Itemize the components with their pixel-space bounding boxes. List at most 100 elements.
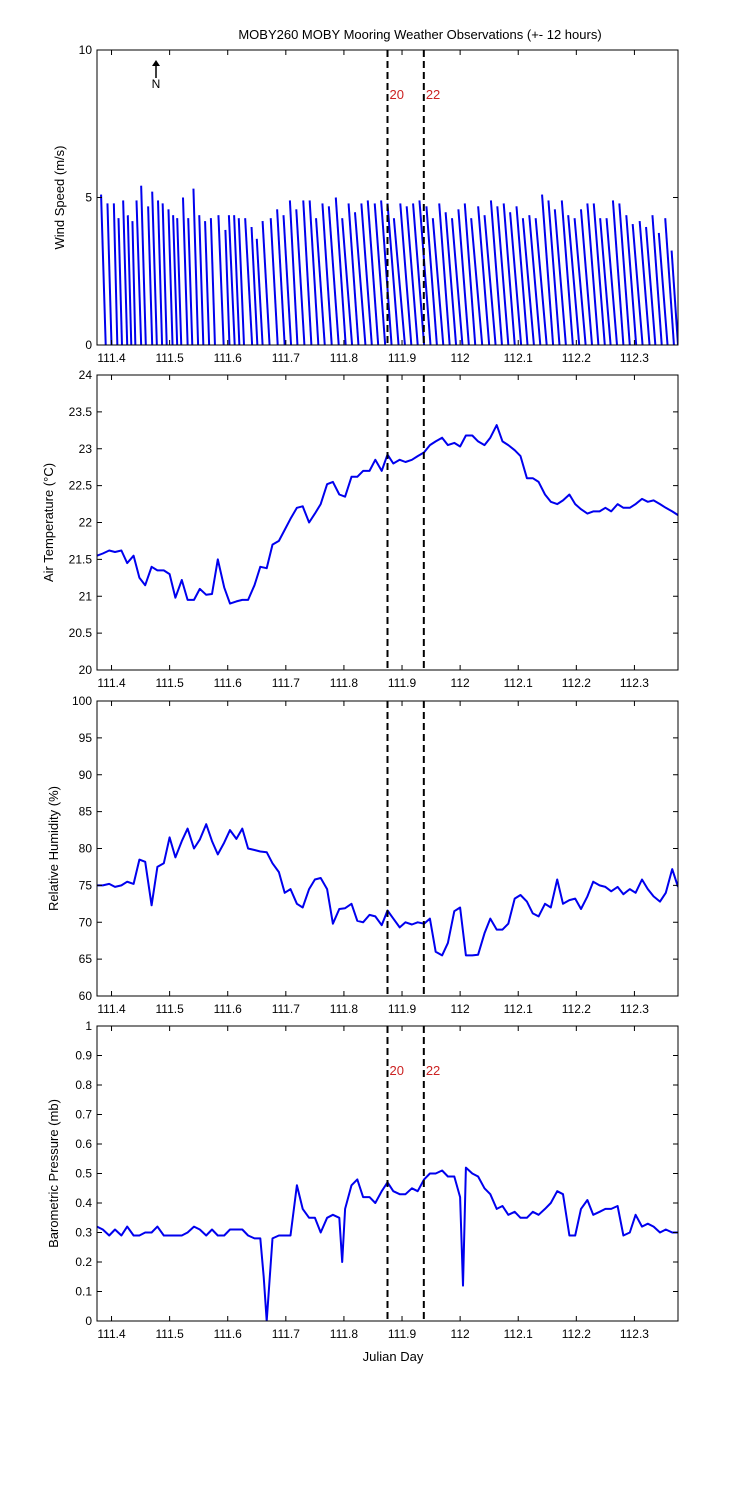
panel-1-ytick-label-0: 20 xyxy=(79,663,93,677)
panel-3-ytick-label-2: 0.2 xyxy=(75,1255,92,1269)
wind-stick-68 xyxy=(509,212,523,345)
panel-0-ytick-label-1: 5 xyxy=(85,191,92,205)
wind-stick-39 xyxy=(321,203,333,345)
wind-stick-13 xyxy=(167,209,174,345)
panel-2-xtick-label-3: 111.7 xyxy=(272,1002,301,1016)
panel-2-ytick-label-5: 85 xyxy=(79,805,93,819)
wind-stick-25 xyxy=(233,215,241,345)
panel-1-ytick-label-1: 20.5 xyxy=(69,626,93,640)
wind-stick-1 xyxy=(106,203,113,345)
panel-2-xtick-label-9: 112.3 xyxy=(620,1002,649,1016)
panel-2-ytick-label-2: 70 xyxy=(79,915,93,929)
panel-3-ytick-label-8: 0.8 xyxy=(75,1078,92,1092)
wind-stick-55 xyxy=(425,206,438,345)
panel-0-ytick-label-0: 0 xyxy=(85,338,92,352)
barometric-pressure-panel: 20 22 0 0.1 0.2 0.3 0.4 0.5 0.6 0.7 0.8 0.9 1 111.4 11… xyxy=(46,1019,679,1341)
wind-stick-54 xyxy=(418,200,432,345)
wind-stick-14 xyxy=(172,215,179,345)
panel-3-marker-label-0: 20 xyxy=(390,1063,404,1078)
panel-0-ytick-label-2: 10 xyxy=(79,43,93,57)
panel-1-xtick-label-4: 111.8 xyxy=(330,676,359,690)
panel-1-xtick-label-6: 112 xyxy=(451,676,470,690)
wind-stick-0 xyxy=(100,194,107,345)
panel-3-xtick-label-2: 111.6 xyxy=(214,1327,243,1341)
wind-stick-43 xyxy=(347,203,360,345)
wind-stick-31 xyxy=(269,218,279,345)
wind-stick-60 xyxy=(457,209,470,345)
panel-1-ytick-label-3: 21.5 xyxy=(69,552,93,566)
wind-stick-30 xyxy=(261,221,271,345)
wind-stick-70 xyxy=(521,218,535,345)
panel-2-ytick-label-7: 95 xyxy=(79,731,93,745)
wind-stick-83 xyxy=(605,218,618,345)
wind-stick-38 xyxy=(315,218,326,345)
panel-2-xtick-label-5: 111.9 xyxy=(388,1002,417,1016)
wind-stick-50 xyxy=(392,218,406,345)
wind-stick-27 xyxy=(244,218,254,345)
wind-stick-23 xyxy=(224,229,231,345)
panel-3-xtick-label-6: 112 xyxy=(451,1327,470,1341)
panel-3-xtick-label-3: 111.7 xyxy=(272,1327,301,1341)
wind-stick-66 xyxy=(496,206,510,345)
panel-1-xtick-label-0: 111.4 xyxy=(97,676,126,690)
wind-stick-90 xyxy=(651,215,663,345)
wind-stick-77 xyxy=(567,215,581,345)
panel-1-ytick-label-4: 22 xyxy=(79,516,93,530)
wind-stick-36 xyxy=(302,200,313,345)
wind-stick-6 xyxy=(131,221,137,345)
wind-stick-53 xyxy=(412,203,426,345)
figure-title: MOBY260 MOBY Mooring Weather Observation… xyxy=(238,27,601,42)
panel-0-marker-label-1: 22 xyxy=(426,87,440,102)
wind-stick-58 xyxy=(444,212,458,345)
wind-stick-11 xyxy=(157,200,164,345)
wind-stick-48 xyxy=(380,200,393,345)
wind-stick-3 xyxy=(117,218,123,345)
wind-stick-67 xyxy=(502,203,516,345)
panel-2-xtick-label-6: 112 xyxy=(451,1002,470,1016)
panel-3-ytick-label-4: 0.4 xyxy=(75,1196,92,1210)
panel-3-ytick-label-9: 0.9 xyxy=(75,1049,92,1063)
wind-stick-21 xyxy=(209,218,216,345)
wind-stick-75 xyxy=(553,209,567,345)
wind-stick-88 xyxy=(638,221,651,345)
panel-3-xtick-label-5: 111.9 xyxy=(388,1327,417,1341)
wind-stick-59 xyxy=(450,218,464,345)
wind-stick-4 xyxy=(122,200,129,345)
x-axis-label: Julian Day xyxy=(363,1349,424,1364)
wind-stick-89 xyxy=(645,226,657,345)
panel-1-xtick-label-5: 111.9 xyxy=(388,676,417,690)
wind-stick-64 xyxy=(483,215,497,345)
panel-0-xtick-label-0: 111.4 xyxy=(97,351,126,365)
panel-3-data xyxy=(97,1166,678,1321)
wind-stick-10 xyxy=(151,191,158,345)
panel-3-ytick-label-6: 0.6 xyxy=(75,1137,92,1151)
panel-2-xtick-label-2: 111.6 xyxy=(214,1002,243,1016)
wind-stick-51 xyxy=(399,203,413,345)
wind-stick-61 xyxy=(463,203,477,345)
wind-stick-47 xyxy=(373,203,387,345)
wind-stick-12 xyxy=(161,203,168,345)
panel-3-marker-label-1: 22 xyxy=(426,1063,440,1078)
panel-0-y-axis-label: Wind Speed (m/s) xyxy=(52,145,67,249)
wind-stick-40 xyxy=(327,206,340,345)
wind-stick-32 xyxy=(276,209,286,345)
wind-stick-45 xyxy=(360,203,373,345)
wind-stick-71 xyxy=(528,215,542,345)
wind-stick-86 xyxy=(625,215,638,345)
panel-3-xtick-label-7: 112.1 xyxy=(504,1327,533,1341)
panel-0-xtick-label-8: 112.2 xyxy=(562,351,591,365)
wind-stick-37 xyxy=(308,200,320,345)
panel-2-y-axis-label: Relative Humidity (%) xyxy=(46,786,61,911)
wind-stick-20 xyxy=(204,221,211,345)
wind-stick-5 xyxy=(126,215,133,345)
wind-stick-46 xyxy=(366,200,380,345)
wind-stick-73 xyxy=(541,194,555,345)
panel-3-xtick-label-8: 112.2 xyxy=(562,1327,591,1341)
panel-3-series-line xyxy=(97,1166,678,1321)
panel-1-xtick-label-8: 112.2 xyxy=(562,676,591,690)
wind-stick-26 xyxy=(237,218,245,345)
panel-1-xtick-label-7: 112.1 xyxy=(504,676,533,690)
panel-1-xtick-label-2: 111.6 xyxy=(214,676,243,690)
wind-stick-24 xyxy=(227,215,236,345)
